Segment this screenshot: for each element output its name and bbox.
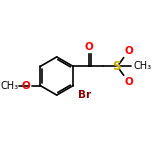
Text: CH₃: CH₃ [133, 61, 151, 71]
Text: O: O [124, 46, 133, 56]
Text: Br: Br [78, 90, 91, 100]
Text: O: O [85, 42, 93, 52]
Text: O: O [124, 77, 133, 87]
Text: O: O [22, 81, 31, 91]
Text: CH₃: CH₃ [0, 81, 19, 91]
Text: S: S [112, 60, 121, 73]
